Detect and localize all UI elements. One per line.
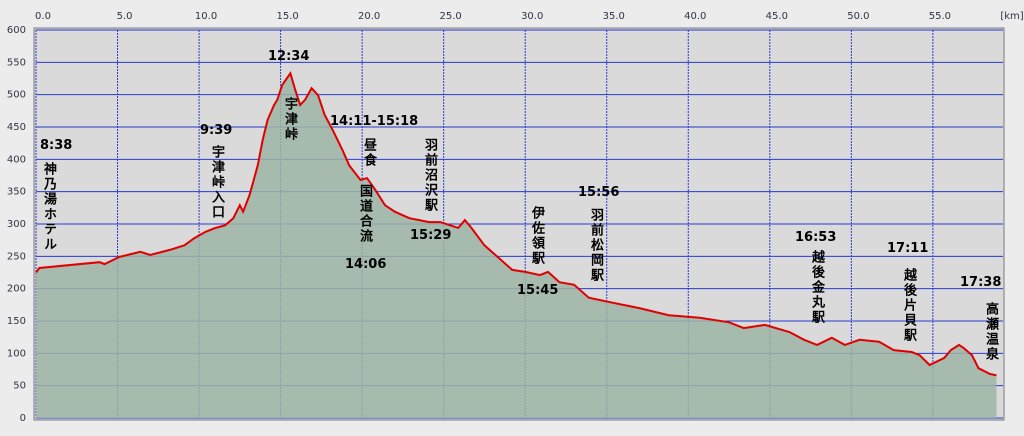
x-tick-label: 15.0 [276,11,298,22]
annotation: 伊佐領駅 [529,206,544,266]
annotation: 15:45 [517,283,559,298]
annotation: 高瀬温泉 [983,302,998,362]
annotation: 17:11 [887,241,929,256]
y-tick-label: 500 [7,90,26,101]
annotation: 16:53 [795,230,837,245]
y-tick-label: 550 [7,57,26,68]
y-tick-label: 450 [7,122,26,133]
x-tick-label: 25.0 [440,11,462,22]
x-tick-label: 30.0 [521,11,543,22]
line [35,71,997,377]
x-tick-label: 5.0 [117,11,133,22]
annotation: 神乃湯ホテル [41,162,56,252]
annotation: 羽前松岡駅 [588,208,603,283]
annotation: 14:06 [345,257,387,272]
y-tick-label: 0 [20,413,26,424]
annotation: 宇津峠入口 [209,145,224,220]
x-tick-label: 10.0 [195,11,217,22]
annotation: 17:38 [960,275,1002,290]
annotation: 羽前沼沢駅 [422,138,437,213]
y-tick-label: 350 [7,187,26,198]
annotation: 15:29 [410,228,452,243]
annotation: 14:11-15:18 [330,114,419,129]
annotation: 国道合流 [357,184,372,244]
y-tick-label: 400 [7,154,26,165]
y-tick-label: 250 [7,251,26,262]
x-tick-label: 0.0 [35,11,51,22]
y-tick-label: 50 [13,381,26,392]
x-tick-label: 45.0 [766,11,788,22]
annotation: 12:34 [268,49,310,64]
x-tick-label: 35.0 [603,11,625,22]
y-tick-label: 100 [7,348,26,359]
y-tick-label: 600 [7,25,26,36]
annotation: 9:39 [200,123,233,138]
x-tick-label: 55.0 [929,11,951,22]
x-tick-label: 50.0 [847,11,869,22]
annotation: 越後片貝駅 [901,268,916,343]
annotation: 宇津峠 [282,97,297,142]
y-tick-label: 200 [7,284,26,295]
y-tick-label: 150 [7,316,26,327]
annotation: 8:38 [40,138,73,153]
x-unit: [km] [1000,11,1023,22]
area [36,73,997,419]
annotation: 越後金丸駅 [809,250,824,325]
annotation: 15:56 [578,185,620,200]
x-tick-label: 40.0 [684,11,706,22]
y-tick-label: 300 [7,219,26,230]
x-tick-label: 20.0 [358,11,380,22]
annotation: 昼食 [361,138,376,168]
